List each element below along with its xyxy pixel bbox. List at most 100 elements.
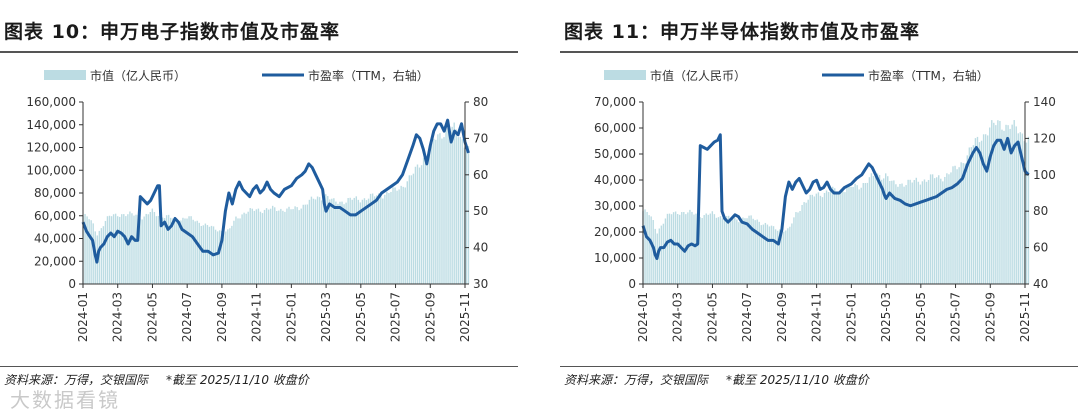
y-right-tick-label: 80 [473, 95, 488, 109]
bar [791, 223, 793, 284]
bar [380, 196, 382, 284]
bar [776, 230, 779, 284]
x-tick-label: 2025-11 [1018, 292, 1032, 342]
source-text: 资料来源：万得，交银国际 [564, 373, 709, 387]
bar [182, 217, 184, 284]
x-tick-label: 2024-05 [145, 292, 159, 342]
bar [396, 190, 398, 284]
bar [269, 208, 272, 284]
bar [253, 210, 256, 284]
x-tick-label: 2025-03 [319, 292, 333, 342]
bar [467, 145, 470, 284]
line-series [641, 133, 1030, 261]
bar [306, 204, 309, 284]
bar [465, 150, 468, 284]
y-left-tick-label: 40,000 [594, 173, 636, 187]
bar [231, 225, 233, 284]
bar [1009, 128, 1011, 284]
bar [110, 216, 113, 284]
bar [885, 173, 887, 284]
x-tick-label: 2025-09 [983, 292, 997, 342]
bar [827, 191, 830, 284]
bar [772, 226, 775, 284]
x-tick-label: 2024-09 [215, 292, 229, 342]
bar [740, 220, 742, 284]
bar [229, 228, 231, 284]
bar [960, 162, 962, 284]
bar [666, 213, 669, 284]
y-left-tick-label: 60,000 [594, 121, 636, 135]
bar [449, 130, 451, 284]
bar [312, 198, 315, 284]
bar [948, 174, 950, 284]
bar [302, 204, 304, 284]
bar [176, 219, 178, 284]
bar [778, 229, 781, 284]
bar [744, 218, 746, 284]
bar [1013, 120, 1015, 284]
bar [402, 186, 404, 284]
bar [925, 181, 928, 284]
bar [218, 230, 221, 284]
bar [931, 174, 934, 284]
bar [946, 173, 948, 284]
bar [846, 187, 848, 284]
bar [854, 183, 856, 284]
bar [119, 216, 121, 284]
bar [756, 219, 758, 284]
bar [774, 229, 777, 284]
bar [339, 201, 341, 284]
bar [188, 216, 190, 284]
bar [874, 177, 877, 284]
bar [674, 211, 677, 284]
bar [717, 217, 720, 284]
y-left-tick-label: 140,000 [26, 118, 76, 132]
bar [163, 218, 166, 284]
bar [991, 120, 993, 284]
bar [239, 218, 241, 284]
bar [868, 177, 871, 284]
legend-label-bar: 市值（亿人民币） [90, 68, 186, 83]
bar [445, 128, 447, 284]
bar [461, 139, 464, 284]
bar [984, 134, 987, 284]
bar [703, 215, 705, 284]
y-left-tick-label: 80,000 [34, 186, 76, 200]
bar [1015, 126, 1017, 284]
bar [862, 183, 864, 284]
bar [165, 215, 168, 284]
bar [180, 220, 182, 284]
bar [198, 222, 200, 284]
bar [770, 225, 773, 284]
bar [899, 183, 901, 284]
bar [974, 138, 977, 284]
bar [341, 201, 343, 284]
bar [954, 165, 956, 284]
bar [412, 173, 415, 284]
bar [742, 217, 744, 284]
bar [844, 192, 846, 284]
bar [644, 209, 646, 284]
bar [267, 209, 270, 284]
bar [648, 215, 650, 284]
x-tick-label: 2024-03 [111, 292, 125, 342]
bar [363, 198, 366, 284]
bar [84, 213, 86, 284]
y-right-tick-label: 40 [1033, 277, 1048, 291]
bar [337, 203, 339, 284]
bar [373, 196, 376, 284]
bar [707, 214, 709, 284]
bar [170, 217, 172, 284]
y-left-tick-label: 70,000 [594, 95, 636, 109]
bar [699, 217, 701, 284]
bar [893, 180, 895, 284]
bar [732, 219, 734, 284]
bar [206, 225, 209, 284]
x-tick-label: 2025-11 [458, 292, 472, 342]
bar [882, 178, 885, 284]
bar [259, 211, 262, 284]
bar [388, 193, 390, 284]
bar [813, 196, 816, 284]
bar [801, 204, 803, 284]
bar [836, 192, 838, 284]
